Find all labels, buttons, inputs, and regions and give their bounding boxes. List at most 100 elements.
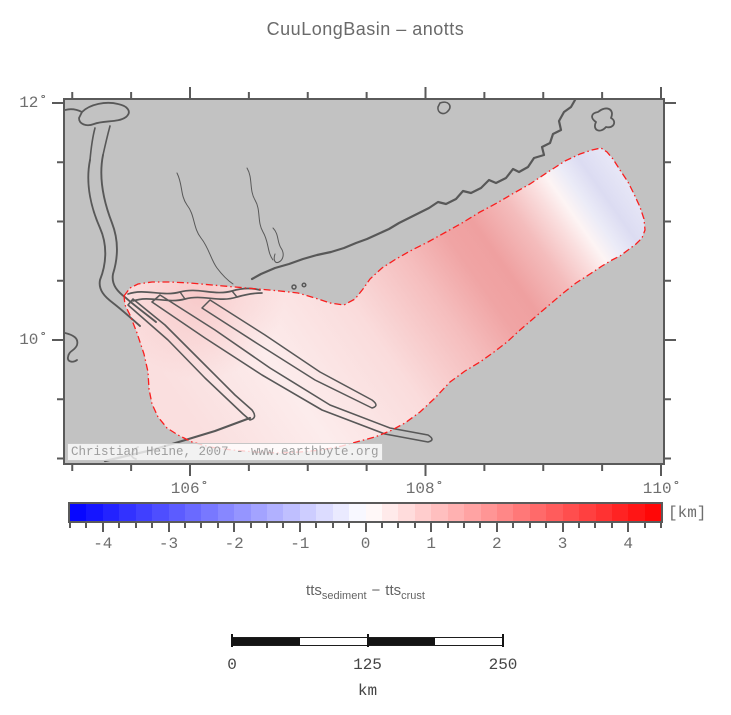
colorbar-segment: [119, 504, 136, 521]
scalebar-tick-label: 0: [227, 656, 237, 674]
colorbar-tick: [183, 523, 186, 528]
river-mekong-1: [87, 159, 141, 327]
colorbar-segment: [102, 504, 120, 521]
colorbar-tick-label: -3: [158, 535, 179, 553]
colorbar-segment: [168, 504, 185, 521]
island-northeast: [591, 107, 616, 132]
scalebar-tick-label: 125: [353, 656, 382, 674]
colorbar-tick: [348, 523, 351, 528]
colorbar-tick: [118, 523, 121, 528]
lon-label-110: 110˚: [642, 480, 682, 498]
scalebar-segment: [300, 638, 368, 645]
colorbar-segment: [447, 504, 465, 521]
scalebar-segment: [434, 638, 502, 645]
colorbar-segment: [184, 504, 202, 521]
colorbar-tick: [134, 523, 137, 528]
colorbar-segment: [86, 504, 103, 521]
colorbar-tick: [298, 523, 301, 532]
colorbar-tick-label: 4: [623, 535, 633, 553]
colorbar-segment: [332, 504, 350, 521]
quantity-sub1: sediment: [321, 590, 367, 602]
quantity-term2: tts: [385, 582, 402, 599]
delta-channel-c: [201, 299, 377, 409]
lon-label-106: 106˚: [170, 480, 210, 498]
lat-label-12: 12˚: [19, 94, 48, 112]
colorbar-segment: [595, 504, 612, 521]
colorbar-tick: [266, 523, 268, 528]
colorbar-segment: [579, 504, 596, 521]
scalebar-tick: [231, 634, 233, 647]
colorbar-tick: [249, 523, 252, 528]
colorbar-tick: [101, 523, 104, 532]
colorbar-segment: [644, 504, 662, 521]
map-canvas: [63, 98, 665, 465]
colorbar-segment: [562, 504, 580, 521]
colorbar-tick: [315, 523, 318, 528]
colorbar-scale: -4 -3 -2 -1 0 1 2 3 4: [69, 523, 662, 563]
lon-label-108: 108˚: [405, 480, 445, 498]
watermark: Christian Heine, 2007 - www.earthbyte.or…: [67, 443, 383, 461]
colorbar-segment: [316, 504, 333, 521]
scalebar-tick-label: 250: [488, 656, 518, 674]
colorbar-tick: [233, 523, 236, 532]
colorbar-segment: [480, 504, 497, 521]
colorbar-tick: [660, 523, 662, 528]
island-top: [437, 101, 451, 115]
island-offshore-1: [291, 284, 297, 290]
colorbar-frame: [68, 502, 663, 523]
scalebar-ticks: 0 125 250: [227, 634, 517, 680]
colorbar-segment: [349, 504, 366, 521]
colorbar-segment: [382, 504, 399, 521]
lake-outline: [78, 101, 130, 127]
scalebar-tick: [366, 634, 369, 647]
colorbar-tick: [577, 523, 580, 528]
colorbar-tick: [643, 523, 646, 528]
colorbar-segment: [611, 504, 629, 521]
river-group: [87, 125, 433, 443]
colorbar-segment: [152, 504, 169, 521]
delta-braid-link: [179, 290, 238, 300]
quantity-term1: tts: [306, 582, 322, 599]
colorbar-segment: [267, 504, 284, 521]
colorbar-tick: [528, 523, 531, 528]
colorbar-tick: [364, 523, 367, 532]
colorbar-tick: [216, 523, 219, 528]
colorbar-segment: [234, 504, 251, 521]
delta-braid-2: [132, 292, 263, 302]
colorbar-tick: [463, 523, 465, 528]
colorbar-segment: [431, 504, 448, 521]
colorbar-tick: [479, 523, 482, 528]
colorbar-tick: [512, 523, 515, 528]
colorbar-segment: [496, 504, 514, 521]
colorbar-tick: [151, 523, 154, 528]
scalebar-tick: [502, 634, 504, 647]
map-svg: [64, 98, 663, 463]
delta-braid-1: [127, 287, 261, 295]
quantity-sub2: crust: [401, 590, 425, 602]
stream-1: [176, 172, 234, 285]
colorbar-tick-label: -4: [93, 535, 113, 553]
stream-2: [246, 167, 274, 261]
scalebar-unit-label: km: [357, 682, 378, 700]
colorbar-tick-label: 1: [426, 535, 436, 553]
colorbar-tick: [545, 523, 548, 528]
scalebar-segment: [367, 638, 435, 645]
colorbar-tick: [561, 523, 564, 532]
colorbar-unit-label: [km]: [668, 504, 707, 522]
coastline-west-inlet: [64, 332, 79, 363]
coast-top-left-stub: [64, 108, 83, 113]
quantity-label: ttssediment − ttscrust: [0, 582, 731, 602]
colorbar-tick-label: -2: [224, 535, 244, 553]
colorbar-tick: [413, 523, 416, 528]
river-link-1: [89, 127, 96, 161]
colorbar-tick: [69, 523, 71, 528]
colorbar-segment: [464, 504, 481, 521]
colorbar-segment: [529, 504, 547, 521]
colorbar-segment: [70, 504, 87, 521]
colorbar-segment: [365, 504, 383, 521]
page-title: CuuLongBasin – anotts: [266, 19, 465, 39]
island-offshore-2: [301, 282, 307, 288]
colorbar-tick-label: -1: [290, 535, 310, 553]
delta-channel-a: [127, 298, 256, 421]
colorbar-tick: [495, 523, 498, 532]
